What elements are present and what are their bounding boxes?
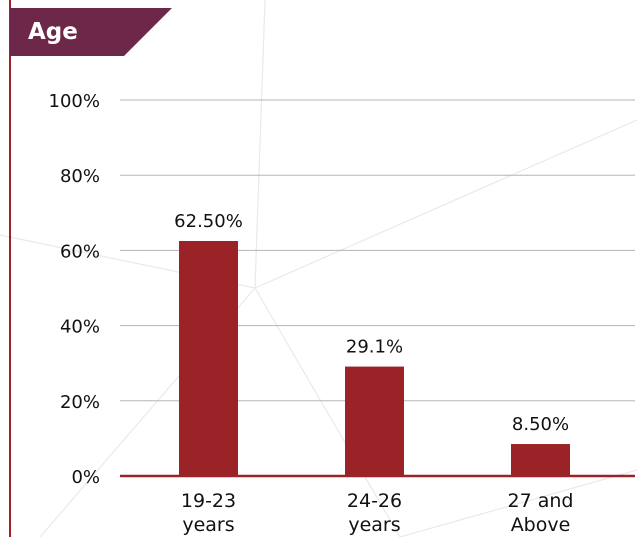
x-tick-label: 24-26 (347, 490, 402, 512)
chart-title: Age (28, 19, 78, 45)
y-tick-label: 60% (60, 241, 100, 262)
data-label: 8.50% (512, 414, 569, 435)
bar (179, 241, 238, 476)
x-tick-label: years (182, 514, 234, 536)
left-accent-rule (9, 0, 11, 537)
title-tab-shape (10, 8, 172, 56)
bars (179, 241, 570, 476)
x-tick-label: Above (511, 514, 571, 536)
y-tick-labels: 0% 20% 40% 60% 80% 100% (49, 91, 100, 488)
title-tab (10, 8, 172, 56)
y-tick-label: 40% (60, 317, 100, 338)
x-tick-label: 27 and (508, 490, 574, 512)
y-tick-label: 20% (60, 392, 100, 413)
data-labels: 62.50% 29.1% 8.50% (174, 211, 569, 435)
bar (511, 444, 570, 476)
y-tick-label: 80% (60, 166, 100, 187)
x-tick-label: 19-23 (181, 490, 236, 512)
data-label: 29.1% (346, 337, 403, 358)
x-tick-label: years (348, 514, 400, 536)
y-tick-label: 0% (71, 467, 100, 488)
y-tick-label: 100% (49, 91, 100, 112)
data-label: 62.50% (174, 211, 243, 232)
bar (345, 366, 404, 476)
